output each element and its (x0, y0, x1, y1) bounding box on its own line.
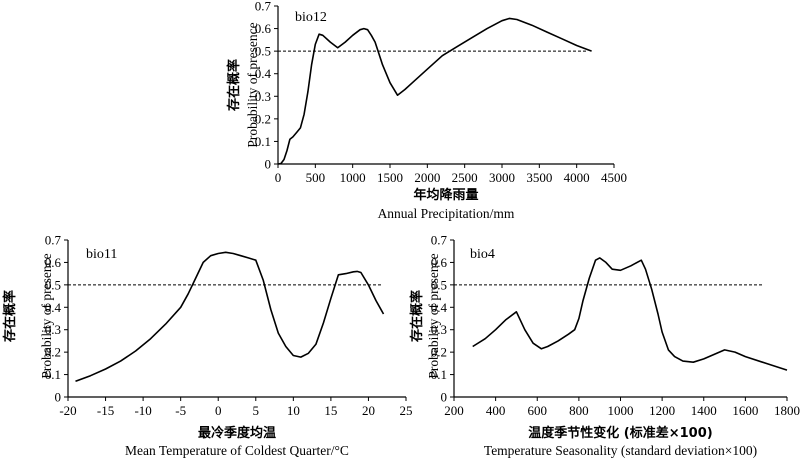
y-tick-label: 0 (441, 390, 448, 405)
x-tick-label: 0 (215, 403, 222, 418)
x-tick-label: 400 (486, 403, 506, 418)
y-tick-label: 0.2 (45, 345, 61, 360)
y-tick-label: 0.6 (431, 255, 448, 270)
y-tick-label: 0.4 (45, 300, 62, 315)
y-tick-label: 0.7 (45, 233, 62, 248)
x-tick-label: 0 (275, 170, 282, 185)
x-tick-label: 2500 (452, 170, 478, 185)
y-tick-label: 0.2 (255, 111, 271, 126)
x-axis-label-cn: 年均降雨量 (413, 187, 478, 203)
y-tick-label: 0.1 (45, 367, 61, 382)
x-tick-label: 10 (287, 403, 300, 418)
chart-panel-bio11: 0 0.1 0.2 0.3 0.4 0.5 0.6 0.7 -20 -15 -10 -5 0 5 10 15 2… (2, 233, 413, 459)
x-tick-label: 3000 (489, 170, 515, 185)
series-line (75, 251, 385, 383)
x-tick-label: 1000 (340, 170, 366, 185)
y-tick-label: 0.6 (45, 255, 62, 270)
y-tick-label: 0 (265, 157, 272, 172)
panel-label: bio11 (86, 247, 117, 262)
x-tick-label: 15 (324, 403, 337, 418)
x-tick-label: 2000 (414, 170, 440, 185)
y-tick-label: 0.5 (255, 44, 271, 59)
x-tick-label: 1600 (732, 403, 758, 418)
y-tick-label: 0.3 (431, 322, 447, 337)
x-tick-label: -10 (134, 403, 151, 418)
x-axis-label-cn: 最冷季度均温 (198, 425, 276, 441)
x-tick-label: -15 (97, 403, 114, 418)
y-tick-label: 0.3 (255, 89, 271, 104)
series-line (472, 257, 788, 371)
x-tick-label: -5 (175, 403, 186, 418)
chart-panel-bio12: 0 0.1 0.2 0.3 0.4 0.5 0.6 0.7 0 500 1000 1500 2000 25… (226, 0, 627, 221)
y-axis-label: Probability of presence (39, 253, 54, 378)
x-tick-label: 1000 (608, 403, 634, 418)
y-tick-label: 0.7 (431, 233, 448, 248)
y-tick-label: 0.7 (255, 0, 272, 14)
panel-label: bio4 (470, 247, 495, 262)
x-tick-label: 1400 (691, 403, 717, 418)
y-tick-label: 0.5 (431, 277, 447, 292)
y-axis-label: Probability of presence (245, 22, 260, 147)
x-tick-label: 500 (306, 170, 326, 185)
x-tick-label: 1500 (377, 170, 403, 185)
y-tick-label: 0.1 (255, 134, 271, 149)
x-tick-label: 1800 (774, 403, 800, 418)
x-tick-label: 1200 (649, 403, 675, 418)
x-axis-label: Mean Temperature of Coldest Quarter/°C (125, 443, 349, 458)
x-tick-label: 20 (362, 403, 375, 418)
y-tick-label: 0.4 (255, 66, 272, 81)
y-axis-label-cn: 存在概率 (409, 290, 425, 342)
y-tick-label: 0.2 (431, 345, 447, 360)
x-tick-label: 200 (444, 403, 464, 418)
x-tick-label: 5 (253, 403, 260, 418)
y-tick-label: 0.6 (255, 21, 272, 36)
x-tick-label: 4000 (564, 170, 590, 185)
x-tick-label: 25 (400, 403, 413, 418)
y-tick-label: 0.1 (431, 367, 447, 382)
y-tick-label: 0.4 (431, 300, 448, 315)
series-line (277, 17, 592, 165)
x-tick-label: 600 (528, 403, 548, 418)
y-tick-label: 0.5 (45, 277, 61, 292)
x-axis-label: Annual Precipitation/mm (378, 206, 515, 221)
x-tick-label: -20 (59, 403, 76, 418)
x-axis-label: Temperature Seasonality (standard deviat… (484, 443, 757, 458)
x-tick-label: 4500 (601, 170, 627, 185)
y-tick-label: 0 (55, 390, 62, 405)
panel-label: bio12 (295, 10, 327, 25)
x-axis-label-cn: 温度季节性变化 (标准差×100) (528, 425, 712, 441)
y-axis-label-cn: 存在概率 (226, 59, 242, 111)
y-axis-label: Probability of presence (426, 253, 441, 378)
chart-panel-bio4: 0 0.1 0.2 0.3 0.4 0.5 0.6 0.7 200 400 600 800 1000 12… (409, 233, 800, 459)
y-axis-label-cn: 存在概率 (2, 290, 18, 342)
x-tick-label: 800 (569, 403, 589, 418)
x-tick-label: 3500 (526, 170, 552, 185)
y-tick-label: 0.3 (45, 322, 61, 337)
